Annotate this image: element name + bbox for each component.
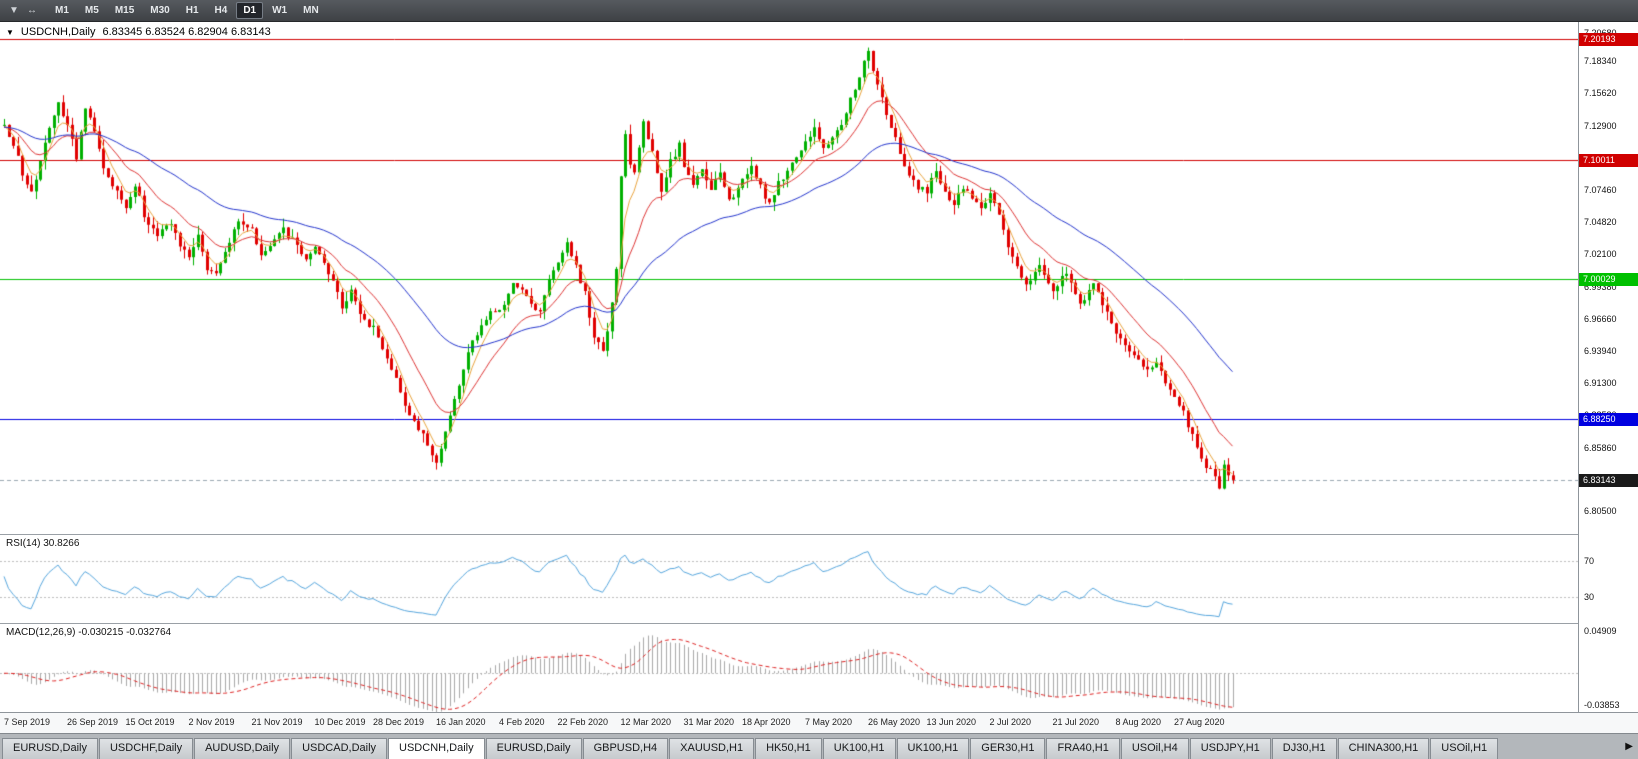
chart-tab[interactable]: EURUSD,Daily: [2, 738, 98, 759]
chart-tab[interactable]: USDJPY,H1: [1189, 738, 1271, 759]
price-tick-label: 6.80500: [1584, 506, 1617, 517]
macd-scale-max-label: 0.04909: [1584, 626, 1617, 636]
price-tick-label: 6.91300: [1584, 377, 1617, 388]
timeframe-button-m30[interactable]: M30: [150, 5, 170, 16]
date-label: 8 Aug 2020: [1115, 717, 1162, 727]
chart-tab[interactable]: CHINA300,H1: [1337, 738, 1430, 759]
timeframe-button-m1[interactable]: M1: [55, 5, 69, 16]
date-label: 18 Apr 2020: [742, 717, 791, 727]
chart-tab[interactable]: USOil,H4: [1120, 738, 1189, 759]
date-label: 7 Sep 2019: [4, 717, 51, 727]
price-tick-label: 6.99380: [1584, 281, 1617, 292]
price-tick-label: 6.96660: [1584, 313, 1617, 324]
price-tick-label: 7.15620: [1584, 88, 1617, 99]
panel-separator[interactable]: [0, 534, 1638, 535]
chart-tab[interactable]: UK100,H1: [822, 738, 896, 759]
price-level-tag: 6.88250: [1579, 413, 1638, 427]
chart-ohlc-values: 6.83345 6.83524 6.82904 6.83143: [102, 26, 271, 38]
timeframe-button-h4[interactable]: H4: [214, 5, 228, 16]
chart-tab[interactable]: EURUSD,Daily: [485, 738, 582, 759]
price-tick-label: 7.18340: [1584, 55, 1617, 66]
price-tick-label: 6.93940: [1584, 346, 1617, 357]
scroll-mode-icon[interactable]: ↔: [27, 5, 37, 16]
date-label: 2 Jul 2020: [989, 717, 1032, 727]
date-label: 7 May 2020: [805, 717, 853, 727]
macd-scale-min-label: -0.03853: [1584, 700, 1620, 710]
date-label: 16 Jan 2020: [436, 717, 486, 727]
bid-price-tag: 6.83143: [1579, 473, 1638, 487]
chart-tab[interactable]: XAUUSD,H1: [669, 738, 755, 759]
date-label: 26 Sep 2019: [67, 717, 119, 727]
date-label: 21 Nov 2019: [251, 717, 303, 727]
timeframe-button-d1[interactable]: D1: [236, 2, 264, 19]
price-level-tag: 7.10011: [1579, 153, 1638, 167]
timeframe-button-w1[interactable]: W1: [272, 5, 288, 16]
date-label: 31 Mar 2020: [683, 717, 735, 727]
rsi-panel: RSI(14) 30.8266: [0, 535, 1578, 623]
chart-tab[interactable]: USDCHF,Daily: [98, 738, 194, 759]
price-tick-label: 6.85860: [1584, 442, 1617, 453]
chart-tab[interactable]: FRA40,H1: [1046, 738, 1120, 759]
chart-mode-icon[interactable]: ▼: [9, 5, 19, 16]
tab-scroll-right-icon[interactable]: ▶: [1625, 741, 1633, 752]
chart-tab[interactable]: HK50,H1: [755, 738, 822, 759]
date-label: 26 May 2020: [868, 717, 921, 727]
rsi-level-label: 30: [1584, 591, 1595, 602]
rsi-canvas: [0, 535, 1578, 623]
rsi-level-label: 70: [1584, 556, 1595, 567]
date-label: 2 Nov 2019: [188, 717, 235, 727]
chart-tab[interactable]: GBPUSD,H4: [582, 738, 669, 759]
chart-tab[interactable]: DJ30,H1: [1271, 738, 1337, 759]
date-label: 4 Feb 2020: [499, 717, 545, 727]
date-label: 15 Oct 2019: [125, 717, 175, 727]
price-axis[interactable]: 7.206807.183407.156207.129007.101807.074…: [1578, 22, 1638, 712]
date-label: 13 Jun 2020: [926, 717, 977, 727]
price-tick-label: 7.04820: [1584, 216, 1617, 227]
price-tick-label: 7.07460: [1584, 185, 1617, 196]
date-label: 27 Aug 2020: [1174, 717, 1225, 727]
macd-canvas: [0, 624, 1578, 712]
timeframe-buttons: M1 M5 M15 M30 H1 H4 D1 W1 MN: [48, 2, 326, 19]
chart-tab[interactable]: USDCNH,Daily: [388, 738, 485, 759]
chart-symbol-label: USDCNH,Daily: [20, 26, 96, 38]
chart-window: ▼ USDCNH,Daily 6.83345 6.83524 6.82904 6…: [0, 22, 1638, 733]
timeframe-button-m15[interactable]: M15: [114, 5, 135, 16]
timeframe-button-m5[interactable]: M5: [84, 5, 99, 16]
chart-title: ▼ USDCNH,Daily 6.83345 6.83524 6.82904 6…: [6, 26, 271, 38]
chart-tabs-bar: EURUSD,Daily USDCHF,Daily AUDUSD,Daily USDC…: [0, 733, 1638, 759]
date-label: 28 Dec 2019: [373, 717, 425, 727]
date-axis[interactable]: 7 Sep 2019 26 Sep 2019 15 Oct 2019 2 Nov 20…: [0, 712, 1638, 733]
panel-separator[interactable]: [0, 623, 1638, 624]
macd-panel: MACD(12,26,9) -0.030215 -0.032764: [0, 624, 1578, 712]
timeframe-button-mn[interactable]: MN: [303, 5, 319, 16]
date-label: 21 Jul 2020: [1052, 717, 1100, 727]
chart-tab[interactable]: GER30,H1: [970, 738, 1046, 759]
date-label: 12 Mar 2020: [620, 717, 672, 727]
date-label: 10 Dec 2019: [314, 717, 366, 727]
chart-tab[interactable]: AUDUSD,Daily: [194, 738, 291, 759]
collapse-icon[interactable]: ▼: [6, 27, 14, 37]
price-tick-label: 7.12900: [1584, 120, 1617, 131]
macd-label: MACD(12,26,9) -0.030215 -0.032764: [6, 627, 172, 638]
main-chart-canvas[interactable]: [0, 22, 1578, 534]
timeframe-toolbar: ▼ ↔ M1 M5 M15 M30 H1 H4 D1 W1 MN: [0, 0, 1638, 22]
main-chart-panel: ▼ USDCNH,Daily 6.83345 6.83524 6.82904 6…: [0, 22, 1578, 534]
chart-tab[interactable]: UK100,H1: [896, 738, 970, 759]
price-level-tag: 7.20193: [1579, 32, 1638, 46]
rsi-label: RSI(14) 30.8266: [6, 538, 80, 549]
date-label: 22 Feb 2020: [557, 717, 609, 727]
timeframe-button-h1[interactable]: H1: [185, 5, 199, 16]
chart-tab[interactable]: USOil,H1: [1430, 738, 1499, 759]
price-tick-label: 7.02100: [1584, 249, 1617, 260]
chart-tab[interactable]: USDCAD,Daily: [291, 738, 388, 759]
price-level-tag: 7.00029: [1579, 272, 1638, 286]
